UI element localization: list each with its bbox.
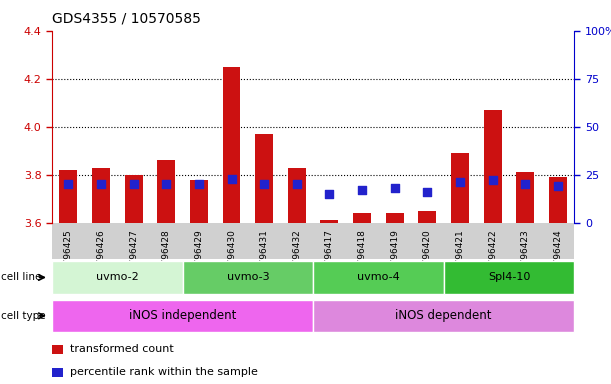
Bar (321, 220, 338, 223)
Text: cell type: cell type (1, 311, 46, 321)
Point (488, 177, 497, 184)
Bar (222, 67, 241, 223)
Bar (419, 211, 436, 223)
Text: uvmo-2: uvmo-2 (96, 272, 139, 283)
Text: transformed count: transformed count (70, 344, 174, 354)
Bar (516, 172, 535, 223)
Text: percentile rank within the sample: percentile rank within the sample (70, 367, 258, 377)
Point (324, 191, 334, 197)
Bar (484, 110, 502, 223)
Point (521, 181, 530, 187)
Text: iNOS dependent: iNOS dependent (395, 310, 492, 322)
Point (423, 189, 433, 195)
Bar (288, 167, 306, 223)
Text: iNOS independent: iNOS independent (129, 310, 236, 322)
Point (455, 179, 465, 185)
Bar (92, 167, 110, 223)
Point (96, 181, 106, 187)
Point (259, 181, 269, 187)
Bar (549, 177, 567, 223)
Point (227, 175, 236, 182)
Point (129, 181, 139, 187)
Bar (386, 213, 404, 223)
Bar (353, 213, 371, 223)
Text: GDS4355 / 10570585: GDS4355 / 10570585 (52, 12, 201, 25)
Bar (157, 161, 175, 223)
Point (553, 183, 563, 189)
Point (390, 185, 400, 191)
Bar (255, 134, 273, 223)
Point (194, 181, 203, 187)
Bar (59, 170, 77, 223)
Point (161, 181, 171, 187)
Bar (451, 153, 469, 223)
Text: uvmo-4: uvmo-4 (357, 272, 400, 283)
Text: Spl4-10: Spl4-10 (488, 272, 530, 283)
Point (292, 181, 302, 187)
Point (357, 187, 367, 193)
Point (64, 181, 73, 187)
Bar (190, 180, 208, 223)
Bar (125, 175, 142, 223)
Text: cell line: cell line (1, 272, 42, 283)
Text: uvmo-3: uvmo-3 (227, 272, 269, 283)
